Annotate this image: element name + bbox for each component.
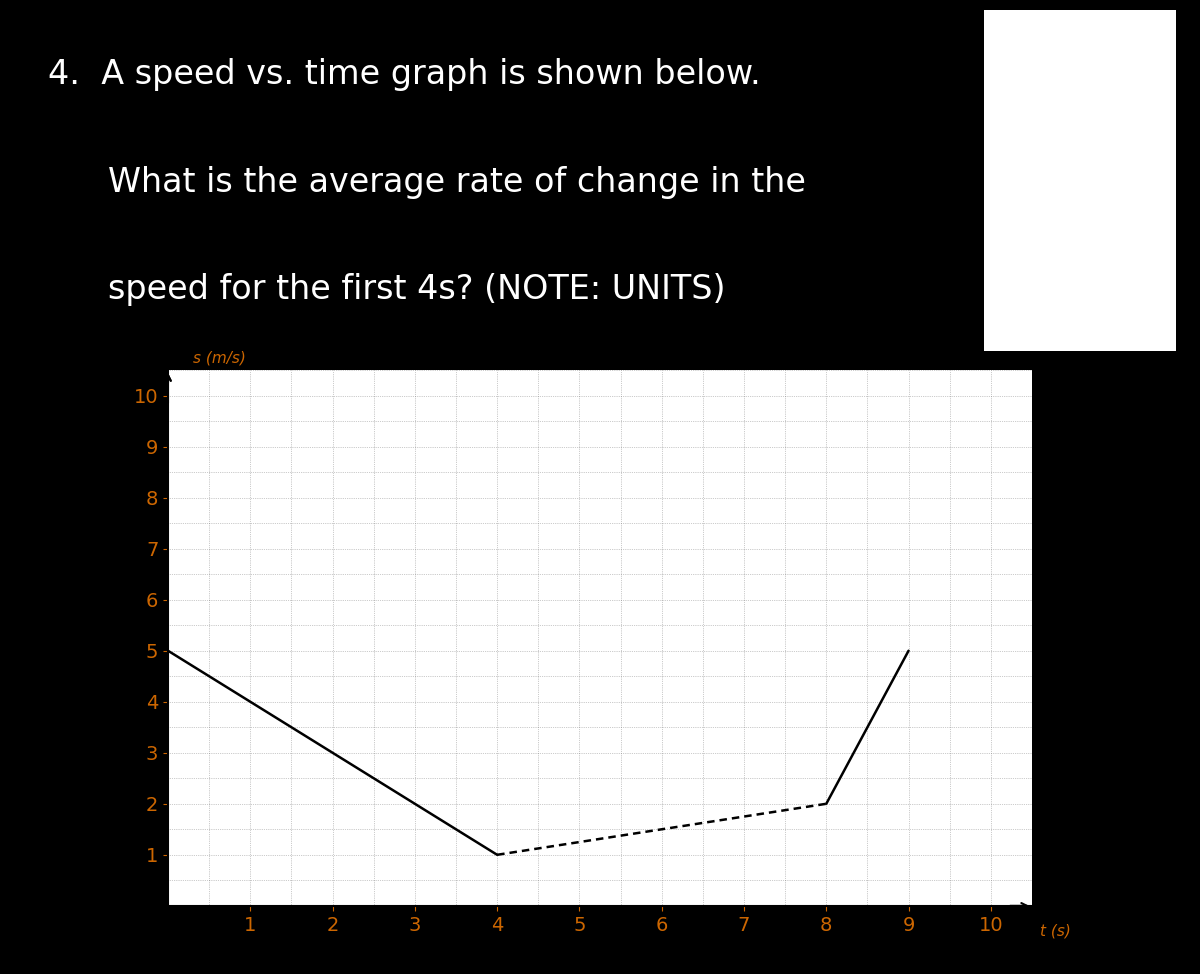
Text: What is the average rate of change in the: What is the average rate of change in th… [108,166,806,199]
Text: speed for the first 4s? (NOTE: UNITS): speed for the first 4s? (NOTE: UNITS) [108,273,726,306]
Text: s (m/s): s (m/s) [193,350,246,365]
Text: 4.  A speed vs. time graph is shown below.: 4. A speed vs. time graph is shown below… [48,58,761,92]
Text: t (s): t (s) [1040,923,1072,939]
